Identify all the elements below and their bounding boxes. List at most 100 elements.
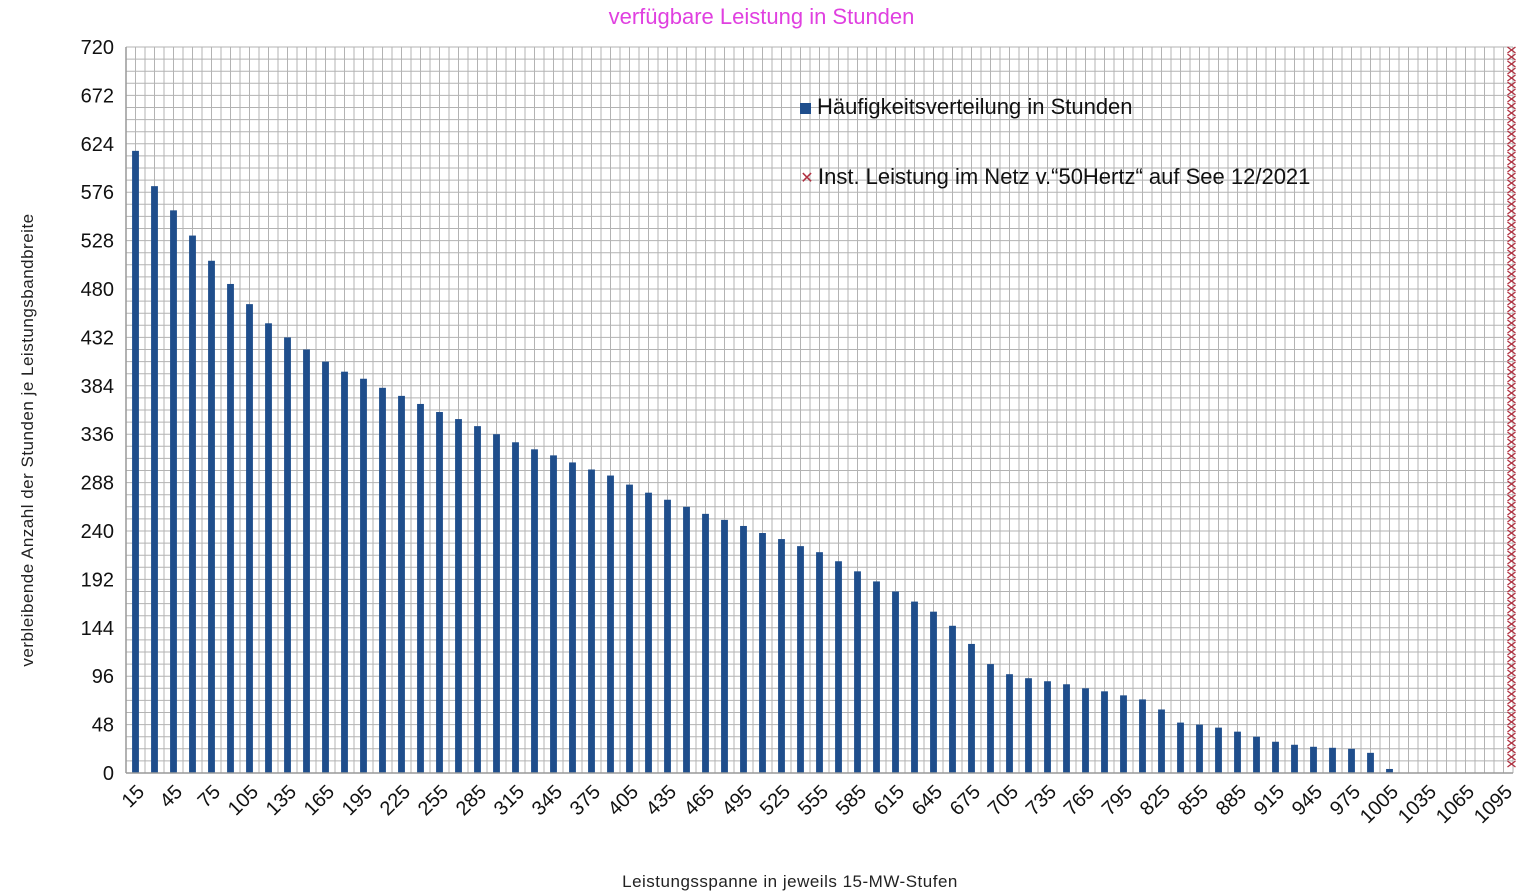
x-marker: [1507, 172, 1516, 180]
x-tick-label: 885: [1212, 781, 1251, 820]
x-tick-label: 105: [224, 781, 263, 820]
legend-entry-bars: Häufigkeitsverteilung in Stunden: [800, 94, 1133, 120]
x-tick-label: 1005: [1356, 781, 1403, 828]
x-marker: [1507, 501, 1516, 509]
x-marker: [1507, 158, 1516, 166]
x-marker: [1507, 284, 1516, 292]
bar: [987, 664, 994, 773]
x-marker: [1507, 480, 1516, 488]
x-marker: [1507, 599, 1516, 607]
bar: [968, 643, 975, 773]
bar: [664, 499, 671, 773]
bar: [189, 235, 196, 773]
bar: [1101, 691, 1108, 773]
bar: [1196, 724, 1203, 773]
x-tick-label: 285: [452, 781, 491, 820]
x-marker: [1507, 144, 1516, 152]
x-marker: [1507, 200, 1516, 208]
x-marker: [1507, 487, 1516, 495]
bar: [778, 539, 785, 773]
bar: [1006, 674, 1013, 773]
legend-label-installed: Inst. Leistung im Netz v.“50Hertz“ auf S…: [818, 164, 1311, 189]
y-tick-label: 336: [81, 424, 114, 446]
bar: [816, 552, 823, 773]
legend-entry-installed: ✕ Inst. Leistung im Netz v.“50Hertz“ auf …: [800, 164, 1310, 190]
x-marker: [1507, 305, 1516, 313]
x-marker: [1507, 193, 1516, 201]
x-marker: [1507, 382, 1516, 390]
x-marker: [1507, 641, 1516, 649]
x-marker: [1507, 606, 1516, 614]
y-tick-label: 432: [81, 327, 114, 349]
bar: [588, 469, 595, 773]
bar: [797, 546, 804, 773]
bar: [1253, 736, 1260, 773]
x-marker: [1507, 669, 1516, 677]
x-tick-label: 1035: [1394, 781, 1441, 828]
x-marker: [1507, 340, 1516, 348]
x-tick-label: 525: [756, 781, 795, 820]
bar: [930, 611, 937, 773]
x-marker: [1507, 592, 1516, 600]
bar: [265, 323, 272, 773]
x-marker: [1507, 683, 1516, 691]
x-tick-label: 375: [566, 781, 605, 820]
x-marker: [1507, 214, 1516, 222]
bar: [1158, 709, 1165, 773]
x-marker: [1507, 410, 1516, 418]
x-marker: [1507, 354, 1516, 362]
bar: [569, 462, 576, 773]
bar: [949, 625, 956, 773]
bar: [341, 371, 348, 773]
x-marker: [1507, 613, 1516, 621]
x-marker: [1507, 690, 1516, 698]
x-marker: [1507, 438, 1516, 446]
x-marker: [1507, 116, 1516, 124]
bar: [702, 513, 709, 773]
bar: [151, 186, 158, 773]
x-tick-label: 135: [262, 781, 301, 820]
bar: [1177, 722, 1184, 773]
x-marker: [1507, 676, 1516, 684]
bar: [493, 434, 500, 773]
x-tick-label: 645: [908, 781, 947, 820]
y-tick-label: 384: [81, 376, 114, 398]
bar: [417, 403, 424, 773]
x-marker: [1507, 424, 1516, 432]
bar: [398, 395, 405, 773]
bar: [303, 349, 310, 773]
y-tick-label: 96: [92, 666, 114, 688]
bar: [550, 455, 557, 773]
bar: [1215, 727, 1222, 773]
y-tick-label: 672: [81, 85, 114, 107]
bar: [721, 519, 728, 773]
x-tick-label: 75: [194, 781, 225, 812]
x-marker: [1507, 417, 1516, 425]
bar: [759, 533, 766, 773]
bar: [170, 210, 177, 774]
x-tick-label: 465: [680, 781, 719, 820]
bar: [854, 571, 861, 773]
bar: [379, 387, 386, 773]
bar: [436, 412, 443, 773]
x-marker: [1507, 67, 1516, 75]
x-marker: [1507, 186, 1516, 194]
x-marker: [1507, 53, 1516, 61]
x-tick-label: 705: [984, 781, 1023, 820]
x-marker: [1507, 74, 1516, 82]
legend-label-bars: Häufigkeitsverteilung in Stunden: [817, 94, 1133, 119]
x-marker: [1507, 648, 1516, 656]
x-marker: [1507, 298, 1516, 306]
legend-swatch-bars: [800, 102, 811, 114]
y-tick-label: 288: [81, 473, 114, 495]
x-marker: [1507, 403, 1516, 411]
bar: [1025, 678, 1032, 773]
x-marker: [1507, 753, 1516, 761]
x-marker: [1507, 760, 1516, 768]
x-marker: [1507, 697, 1516, 705]
x-tick-label: 255: [414, 781, 453, 820]
bar: [626, 484, 633, 773]
x-tick-label: 765: [1060, 781, 1099, 820]
x-marker: [1507, 46, 1516, 54]
x-marker: [1507, 396, 1516, 404]
